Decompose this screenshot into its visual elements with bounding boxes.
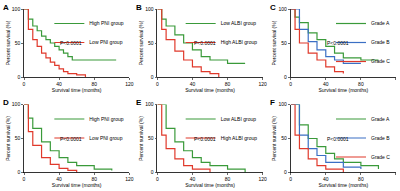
svg-text:40: 40 (323, 81, 329, 87)
svg-text:50: 50 (15, 135, 21, 141)
svg-text:P<0.0001: P<0.0001 (327, 136, 349, 142)
svg-text:50: 50 (281, 135, 287, 141)
svg-text:80: 80 (358, 81, 364, 87)
svg-text:Grade A: Grade A (371, 116, 390, 122)
svg-text:Percent survival (%): Percent survival (%) (138, 116, 144, 161)
svg-text:50: 50 (148, 135, 154, 141)
svg-text:100: 100 (279, 101, 288, 107)
svg-text:100: 100 (145, 6, 154, 12)
svg-text:80: 80 (225, 176, 231, 182)
svg-text:100: 100 (145, 101, 154, 107)
svg-text:P<0.0001: P<0.0001 (60, 136, 82, 142)
svg-text:Percent survival (%): Percent survival (%) (5, 20, 11, 65)
svg-text:50: 50 (281, 40, 287, 46)
svg-text:0: 0 (17, 169, 20, 175)
svg-text:40: 40 (56, 81, 62, 87)
svg-text:50: 50 (15, 40, 21, 46)
svg-text:A: A (3, 3, 9, 12)
svg-text:100: 100 (12, 101, 21, 107)
svg-text:100: 100 (279, 6, 288, 12)
svg-text:Grade C: Grade C (371, 154, 390, 160)
svg-text:Survival time (months): Survival time (months) (52, 182, 102, 188)
svg-text:Survival time (months): Survival time (months) (52, 87, 102, 93)
svg-text:Survival time (months): Survival time (months) (318, 182, 368, 188)
svg-text:0: 0 (156, 176, 159, 182)
svg-text:40: 40 (56, 176, 62, 182)
svg-text:Low ALBI group: Low ALBI group (221, 116, 257, 122)
svg-text:F: F (270, 98, 275, 107)
svg-text:40: 40 (323, 176, 329, 182)
svg-text:B: B (136, 3, 142, 12)
svg-text:P<0.0001: P<0.0001 (60, 40, 82, 46)
svg-text:D: D (3, 98, 9, 107)
svg-text:High ALBI group: High ALBI group (221, 135, 258, 141)
svg-text:Survival time (months): Survival time (months) (185, 182, 235, 188)
svg-text:P<0.0001: P<0.0001 (327, 40, 349, 46)
svg-text:Percent survival (%): Percent survival (%) (138, 20, 144, 65)
svg-text:80: 80 (225, 81, 231, 87)
svg-text:0: 0 (284, 169, 287, 175)
svg-text:High ALBI group: High ALBI group (221, 39, 258, 45)
svg-text:Grade C: Grade C (371, 58, 390, 64)
svg-text:0: 0 (151, 74, 154, 80)
svg-text:Survival time (months): Survival time (months) (185, 87, 235, 93)
svg-text:High PNI group: High PNI group (89, 20, 123, 26)
svg-text:80: 80 (358, 176, 364, 182)
svg-text:80: 80 (91, 176, 97, 182)
svg-text:Percent survival (%): Percent survival (%) (5, 116, 11, 161)
svg-text:120: 120 (258, 81, 267, 87)
svg-text:0: 0 (151, 169, 154, 175)
svg-text:E: E (136, 98, 142, 107)
svg-text:120: 120 (125, 81, 134, 87)
svg-text:Low PNI group: Low PNI group (89, 39, 122, 45)
svg-text:P<0.0001: P<0.0001 (194, 136, 216, 142)
svg-text:Grade A: Grade A (371, 20, 390, 26)
svg-text:High PNI group: High PNI group (89, 116, 123, 122)
svg-text:80: 80 (91, 81, 97, 87)
svg-text:0: 0 (289, 81, 292, 87)
svg-text:0: 0 (23, 176, 26, 182)
svg-text:Low PNI group: Low PNI group (89, 135, 122, 141)
svg-text:40: 40 (190, 176, 196, 182)
svg-text:0: 0 (23, 81, 26, 87)
svg-text:Low ALBI group: Low ALBI group (221, 20, 257, 26)
svg-text:50: 50 (148, 40, 154, 46)
svg-text:0: 0 (17, 74, 20, 80)
svg-text:C: C (270, 3, 276, 12)
svg-text:Survival time (months): Survival time (months) (318, 87, 368, 93)
svg-text:Grade B: Grade B (371, 39, 390, 45)
svg-text:120: 120 (125, 176, 134, 182)
svg-text:Percent survival (%): Percent survival (%) (271, 20, 277, 65)
svg-text:Grade B: Grade B (371, 135, 390, 141)
svg-text:40: 40 (190, 81, 196, 87)
svg-text:Percent survival (%): Percent survival (%) (271, 116, 277, 161)
svg-text:P<0.0001: P<0.0001 (194, 40, 216, 46)
svg-text:0: 0 (156, 81, 159, 87)
svg-text:0: 0 (284, 74, 287, 80)
svg-text:120: 120 (258, 176, 267, 182)
svg-text:100: 100 (12, 6, 21, 12)
svg-text:0: 0 (289, 176, 292, 182)
